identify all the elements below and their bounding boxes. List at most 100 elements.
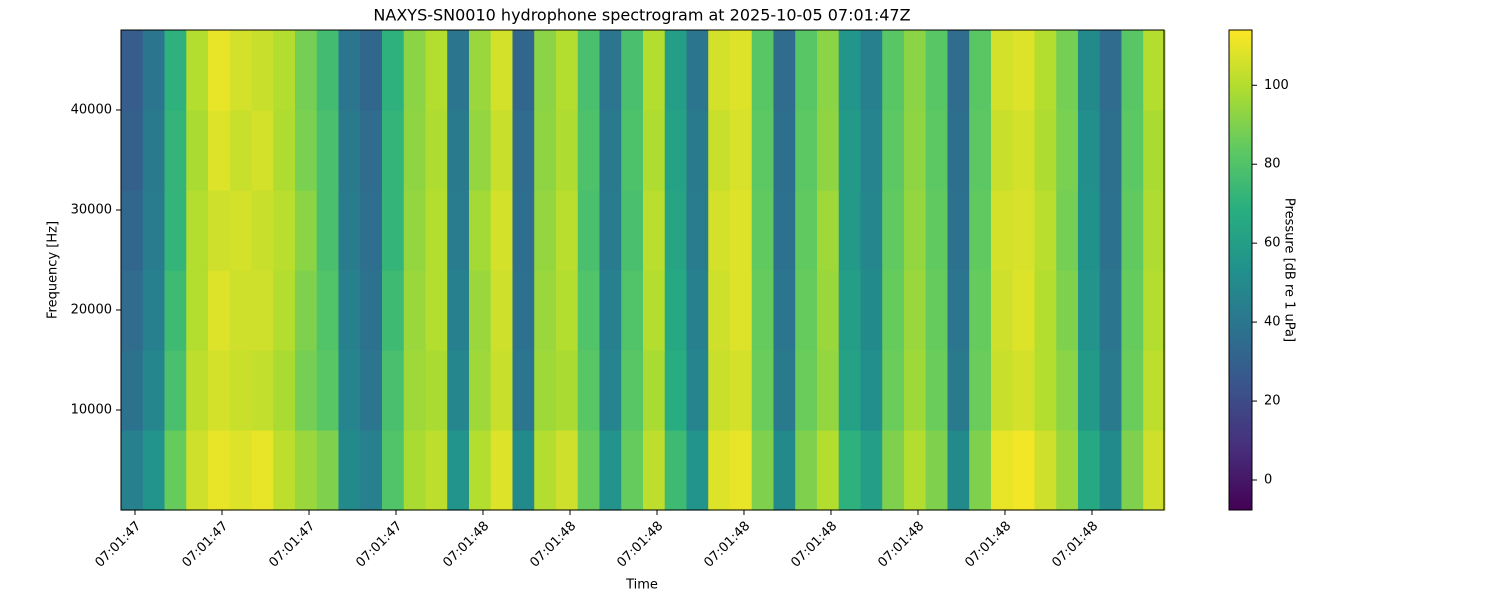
cell <box>403 190 427 271</box>
cell <box>882 30 905 111</box>
cell <box>403 270 427 351</box>
cell <box>273 30 296 111</box>
cell <box>338 270 361 351</box>
cell <box>294 270 318 351</box>
cell <box>577 110 601 191</box>
cell <box>251 270 274 351</box>
cell <box>273 270 296 351</box>
x-tick-label: 07:01:48 <box>440 519 492 571</box>
cell <box>751 270 775 351</box>
cell <box>969 30 992 111</box>
cell <box>708 30 731 111</box>
cell <box>294 350 318 431</box>
cell <box>577 190 601 271</box>
x-tick-label: 07:01:48 <box>701 519 753 571</box>
cell <box>729 110 753 191</box>
cell <box>686 190 709 271</box>
cell <box>903 350 927 431</box>
cell <box>207 350 231 431</box>
cell <box>121 350 144 431</box>
cell <box>903 30 927 111</box>
colorbar-label: Pressure [dB re 1 uPa] <box>1282 198 1297 342</box>
cell <box>1012 30 1036 111</box>
cell <box>860 350 883 431</box>
cell <box>795 30 818 111</box>
cell <box>969 350 992 431</box>
cell <box>773 30 796 111</box>
cell <box>708 270 731 351</box>
cell <box>207 270 231 351</box>
cell <box>381 190 405 271</box>
cell <box>425 110 448 191</box>
cell <box>468 190 492 271</box>
cell <box>229 350 253 431</box>
cell <box>360 430 383 511</box>
cell <box>1034 190 1057 271</box>
cell <box>816 430 840 511</box>
cell <box>969 430 992 511</box>
cell <box>512 350 535 431</box>
cell <box>403 110 427 191</box>
cell <box>1099 270 1123 351</box>
cell <box>621 110 644 191</box>
x-tick-label: 07:01:47 <box>353 519 405 571</box>
cell <box>403 350 427 431</box>
cell <box>599 350 622 431</box>
cell <box>1012 110 1036 191</box>
x-tick-label: 07:01:48 <box>875 519 927 571</box>
cell <box>838 270 862 351</box>
cell <box>360 30 383 111</box>
cell <box>1077 350 1101 431</box>
cell <box>186 190 209 271</box>
colorbar-tick-label: 100 <box>1264 78 1289 93</box>
cell <box>1056 30 1079 111</box>
heatmap <box>121 30 1166 511</box>
cell <box>534 190 557 271</box>
cell <box>990 190 1014 271</box>
cell <box>751 110 775 191</box>
cell <box>490 270 514 351</box>
cell <box>534 430 557 511</box>
cell <box>555 430 579 511</box>
cell <box>316 430 340 511</box>
cell <box>447 270 470 351</box>
cell <box>1121 110 1144 191</box>
cell <box>1099 110 1123 191</box>
cell <box>121 430 144 511</box>
cell <box>251 30 274 111</box>
cell <box>338 430 361 511</box>
cell <box>751 350 775 431</box>
cell <box>251 350 274 431</box>
colorbar-tick-label: 0 <box>1264 473 1272 488</box>
cell <box>512 190 535 271</box>
cell <box>947 350 970 431</box>
cell <box>1077 30 1101 111</box>
cell <box>490 30 514 111</box>
cell <box>142 350 166 431</box>
cell <box>751 190 775 271</box>
cell <box>316 270 340 351</box>
cell <box>773 110 796 191</box>
cell <box>316 30 340 111</box>
cell <box>795 190 818 271</box>
cell <box>490 350 514 431</box>
cell <box>360 270 383 351</box>
cell <box>642 30 666 111</box>
cell <box>816 270 840 351</box>
cell <box>947 30 970 111</box>
cell <box>142 430 166 511</box>
cell <box>381 430 405 511</box>
cell <box>490 430 514 511</box>
cell <box>121 110 144 191</box>
cell <box>1056 350 1079 431</box>
cell <box>729 350 753 431</box>
cell <box>1077 190 1101 271</box>
cell <box>1012 430 1036 511</box>
cell <box>447 30 470 111</box>
cell <box>512 110 535 191</box>
cell <box>621 30 644 111</box>
cell <box>903 110 927 191</box>
cell <box>925 110 949 191</box>
cell <box>468 110 492 191</box>
cell <box>381 350 405 431</box>
